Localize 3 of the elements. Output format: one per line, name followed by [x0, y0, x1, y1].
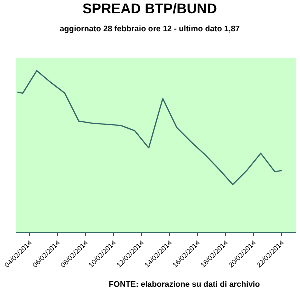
- source-note: FONTE: elaborazione su dati di archivio: [109, 280, 260, 289]
- chart-title: SPREAD BTP/BUND: [82, 0, 218, 16]
- chart-subtitle: aggiornato 28 febbraio ore 12 - ultimo dato 1,87: [60, 24, 241, 34]
